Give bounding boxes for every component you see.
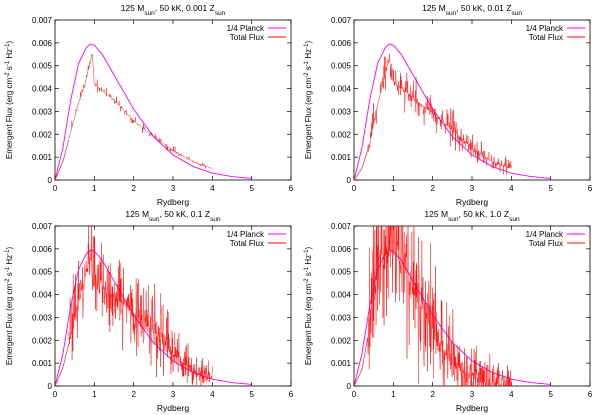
x-tick-label: 1 [391, 390, 396, 399]
y-tick-label: 0.002 [331, 336, 352, 345]
y-tick-label: 0.001 [331, 153, 352, 162]
y-tick-label: 0 [48, 176, 53, 185]
x-tick-label: 6 [588, 184, 593, 193]
chart-title: 125 Msun, 50 kK, 0.001 Zsun [121, 3, 226, 17]
x-tick-label: 3 [470, 184, 475, 193]
y-tick-label: 0.004 [32, 291, 53, 300]
chart-panel-4: 0 1 2 3 4 5 6 0 0.001 0.002 0.003 0.004 0.005 0.006 0.… [304, 209, 593, 413]
y-tick-label: 0.003 [331, 313, 352, 322]
y-tick-label: 0.006 [331, 39, 352, 48]
y-axis-label: Emergent Flux (erg cm-2 s-1 Hz-1) [304, 41, 313, 160]
x-tick-label: 0 [53, 184, 58, 193]
chart-title: 125 Msun, 50 kK, 1.0 Zsun [424, 209, 520, 223]
total-flux-lead [55, 343, 70, 386]
x-tick-label: 2 [430, 184, 435, 193]
y-tick-label: 0.005 [331, 268, 352, 277]
x-tick-label: 3 [171, 390, 176, 399]
plot-area [55, 43, 252, 180]
x-axis-label: Rydberg [456, 403, 488, 413]
x-axis-label: Rydberg [157, 403, 189, 413]
total-flux-curve [68, 226, 213, 386]
y-tick-label: 0 [347, 176, 352, 185]
legend-label-total: Total Flux [230, 33, 264, 42]
total-flux-lead [354, 337, 369, 386]
x-tick-label: 1 [92, 184, 97, 193]
y-tick-label: 0.002 [331, 130, 352, 139]
x-tick-label: 5 [548, 184, 553, 193]
legend-label-total: Total Flux [529, 239, 563, 248]
y-tick-label: 0.006 [32, 39, 53, 48]
legend-label-planck: 1/4 Planck [526, 24, 564, 33]
y-tick-label: 0.004 [331, 291, 352, 300]
plot-area [354, 226, 551, 386]
chart-panel-3: 0 1 2 3 4 5 6 0 0.001 0.002 0.003 0.004 0.005 0.006 0.… [5, 209, 294, 413]
chart-title: 125 Msun, 50 kK, 0.01 Zsun [422, 3, 522, 17]
y-tick-label: 0.005 [32, 62, 53, 71]
x-tick-label: 5 [249, 184, 254, 193]
x-tick-label: 1 [391, 184, 396, 193]
y-tick-label: 0.004 [331, 85, 352, 94]
y-tick-label: 0.003 [32, 313, 53, 322]
y-tick-label: 0.006 [331, 245, 352, 254]
legend-label-planck: 1/4 Planck [526, 230, 564, 239]
y-tick-label: 0.007 [331, 16, 352, 25]
x-tick-label: 5 [249, 390, 254, 399]
x-tick-label: 4 [509, 390, 514, 399]
y-tick-label: 0.007 [32, 222, 53, 231]
planck-curve [55, 43, 252, 180]
y-tick-label: 0.006 [32, 245, 53, 254]
x-tick-label: 3 [470, 390, 475, 399]
y-axis-label: Emergent Flux (erg cm-2 s-1 Hz-1) [304, 247, 313, 366]
x-tick-label: 1 [92, 390, 97, 399]
y-axis-label: Emergent Flux (erg cm-2 s-1 Hz-1) [5, 247, 14, 366]
legend-label-planck: 1/4 Planck [227, 230, 265, 239]
y-axis-label: Emergent Flux (erg cm-2 s-1 Hz-1) [5, 41, 14, 160]
chart-title: 125 Msun, 50 kK, 0.1 Zsun [125, 209, 221, 223]
x-tick-label: 4 [509, 184, 514, 193]
total-flux-curve [367, 226, 512, 386]
x-tick-label: 2 [131, 390, 136, 399]
plot-area [55, 226, 252, 386]
total-flux-lead [354, 149, 369, 180]
planck-curve [354, 43, 551, 180]
x-axis-label: Rydberg [157, 197, 189, 207]
legend-label-total: Total Flux [230, 239, 264, 248]
total-flux-curve [68, 53, 213, 169]
chart-panel-1: 0 1 2 3 4 5 6 0 0.001 0.002 0.003 0.004 0.005 0.006 0.… [5, 3, 294, 207]
x-tick-label: 2 [131, 184, 136, 193]
x-tick-label: 3 [171, 184, 176, 193]
y-tick-label: 0.007 [32, 16, 53, 25]
y-tick-label: 0.004 [32, 85, 53, 94]
x-tick-label: 5 [548, 390, 553, 399]
x-tick-label: 0 [53, 390, 58, 399]
y-tick-label: 0.007 [331, 222, 352, 231]
y-tick-label: 0.003 [32, 107, 53, 116]
chart-panel-2: 0 1 2 3 4 5 6 0 0.001 0.002 0.003 0.004 0.005 0.006 0.… [304, 3, 593, 207]
y-tick-label: 0 [347, 382, 352, 391]
x-tick-label: 6 [289, 390, 294, 399]
y-tick-label: 0.005 [32, 268, 53, 277]
legend-label-planck: 1/4 Planck [227, 24, 265, 33]
x-tick-label: 6 [588, 390, 593, 399]
total-flux-curve [367, 53, 512, 175]
x-tick-label: 0 [352, 184, 357, 193]
x-tick-label: 0 [352, 390, 357, 399]
x-tick-label: 2 [430, 390, 435, 399]
y-tick-label: 0.001 [32, 153, 53, 162]
y-tick-label: 0.002 [32, 130, 53, 139]
x-tick-label: 6 [289, 184, 294, 193]
y-tick-label: 0 [48, 382, 53, 391]
total-flux-lead [55, 139, 70, 180]
x-tick-label: 4 [210, 184, 215, 193]
x-tick-label: 4 [210, 390, 215, 399]
legend-label-total: Total Flux [529, 33, 563, 42]
plot-area [354, 43, 551, 180]
y-tick-label: 0.002 [32, 336, 53, 345]
y-tick-label: 0.001 [32, 359, 53, 368]
y-tick-label: 0.003 [331, 107, 352, 116]
x-axis-label: Rydberg [456, 197, 488, 207]
y-tick-label: 0.001 [331, 359, 352, 368]
y-tick-label: 0.005 [331, 62, 352, 71]
